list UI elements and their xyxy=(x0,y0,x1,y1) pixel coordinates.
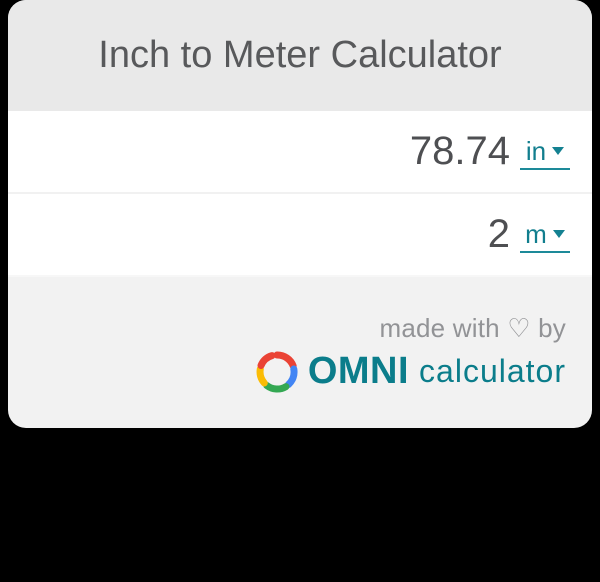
unit-label: in xyxy=(526,136,546,167)
meters-unit-select[interactable]: m xyxy=(520,217,570,253)
made-with-text: made with ♡ by xyxy=(34,313,566,344)
input-row: in xyxy=(8,111,592,194)
bottom-backdrop xyxy=(0,428,600,494)
brand-link[interactable]: OMNI calculator xyxy=(256,350,566,393)
input-row: m xyxy=(8,194,592,277)
chevron-down-icon xyxy=(552,147,564,155)
input-rows: in m xyxy=(8,111,592,277)
card-header: Inch to Meter Calculator xyxy=(8,0,592,111)
inches-input[interactable] xyxy=(140,129,520,174)
brand-wordmark: OMNI xyxy=(308,350,409,393)
unit-label: m xyxy=(525,219,547,250)
omni-logo-icon xyxy=(256,351,298,393)
calculator-card: Inch to Meter Calculator in m made with … xyxy=(8,0,592,428)
brand-subtext: calculator xyxy=(419,353,566,390)
chevron-down-icon xyxy=(553,230,565,238)
page-title: Inch to Meter Calculator xyxy=(28,34,572,77)
inches-unit-select[interactable]: in xyxy=(520,134,570,170)
meters-input[interactable] xyxy=(140,212,520,257)
card-footer: made with ♡ by OMNI calculator xyxy=(8,277,592,428)
